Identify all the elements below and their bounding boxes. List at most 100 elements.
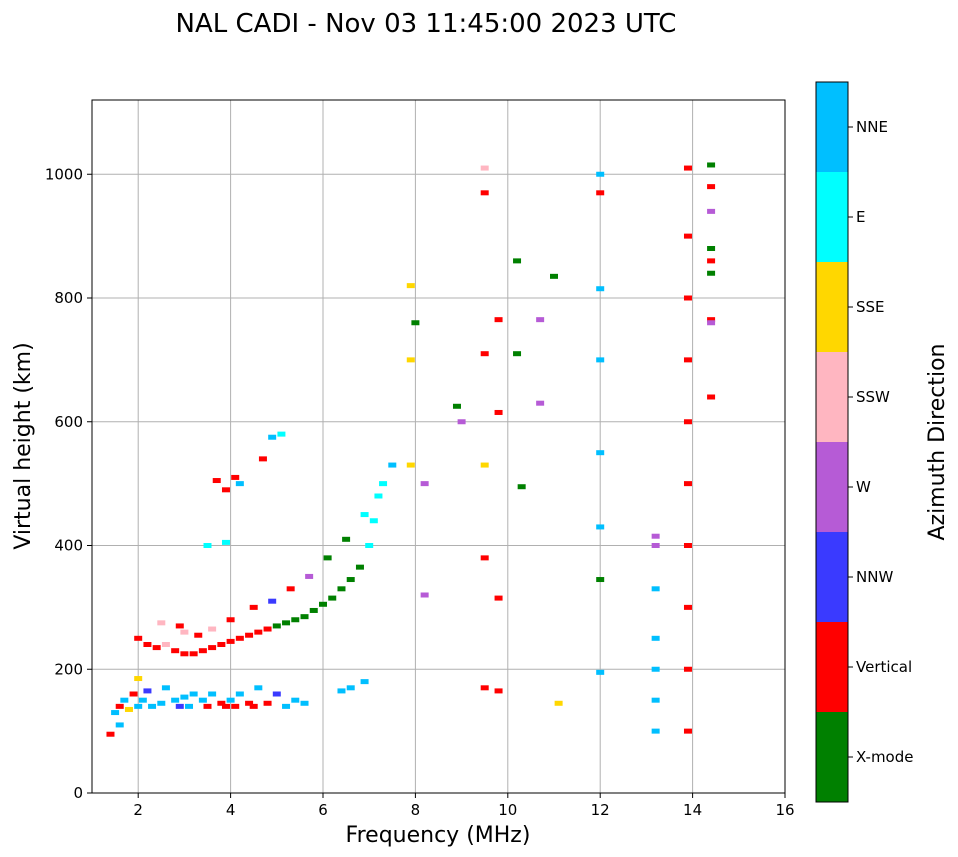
data-point (148, 703, 157, 709)
data-point (226, 638, 235, 644)
x-axis-ticks: 2 4 6 8 10 12 14 16 (133, 793, 795, 819)
data-point (175, 623, 184, 629)
data-point (388, 462, 397, 468)
y-tick-label: 400 (54, 537, 83, 555)
data-point (596, 286, 605, 292)
data-point (420, 481, 429, 487)
data-point (319, 601, 327, 607)
data-point (203, 703, 212, 709)
data-point (554, 700, 563, 706)
data-point (596, 171, 605, 177)
y-tick-label: 800 (54, 289, 83, 307)
data-point (254, 629, 263, 635)
data-point (707, 317, 716, 323)
data-point (235, 691, 244, 697)
data-point (111, 710, 120, 716)
chart-title: NAL CADI - Nov 03 11:45:00 2023 UTC (176, 9, 677, 39)
data-point (651, 666, 660, 672)
data-point (249, 703, 258, 709)
data-point (360, 679, 369, 685)
data-point (513, 258, 522, 264)
data-point (189, 651, 198, 657)
x-tick-label: 16 (775, 801, 794, 819)
data-point (171, 648, 180, 654)
data-point (282, 703, 291, 709)
data-point (707, 258, 716, 264)
data-point (217, 642, 226, 647)
data-point (134, 703, 143, 709)
data-point (258, 456, 267, 462)
data-point (300, 700, 309, 706)
data-point (480, 165, 489, 171)
data-point (180, 694, 189, 700)
data-point (221, 539, 230, 545)
x-tick-label: 14 (683, 801, 702, 819)
colorbar-swatch (816, 532, 848, 622)
data-point (115, 703, 124, 709)
data-point (480, 462, 489, 468)
colorbar-label: W (856, 478, 871, 496)
data-point (420, 592, 429, 598)
data-point (171, 697, 180, 703)
data-point (651, 728, 660, 734)
data-point (134, 635, 143, 641)
colorbar-swatch (816, 352, 848, 442)
data-point (226, 617, 235, 623)
data-point (651, 543, 660, 548)
data-point (683, 233, 692, 239)
data-point (143, 688, 152, 694)
data-point (221, 703, 230, 709)
plot-frame (91, 99, 786, 794)
x-tick-label: 8 (411, 801, 421, 819)
data-point (337, 688, 346, 694)
data-point (152, 645, 161, 651)
data-point (494, 595, 503, 601)
colorbar-swatch (816, 172, 848, 262)
colorbar-label: SSW (856, 388, 890, 406)
colorbar-swatch (816, 262, 848, 352)
data-point (651, 586, 660, 592)
data-point (683, 666, 692, 672)
y-tick-label: 600 (54, 413, 83, 431)
data-point (106, 731, 115, 737)
data-point (235, 635, 244, 641)
data-point (494, 688, 503, 694)
x-tick-label: 4 (226, 801, 236, 819)
data-point (683, 604, 692, 610)
data-point (161, 685, 170, 691)
data-point (231, 474, 240, 480)
data-point (157, 700, 166, 706)
data-point (277, 431, 286, 437)
x-tick-label: 2 (133, 801, 143, 819)
data-point (707, 184, 716, 190)
colorbar-label: NNW (856, 568, 893, 586)
data-point (226, 697, 235, 703)
data-point (272, 691, 281, 697)
data-point (596, 669, 605, 675)
data-point (651, 635, 660, 641)
data-point (683, 357, 692, 363)
data-point (365, 543, 374, 548)
data-point (245, 700, 254, 706)
data-point (180, 651, 189, 657)
data-point (513, 351, 522, 357)
data-point (189, 691, 198, 697)
data-point (452, 403, 461, 409)
data-point (346, 685, 355, 691)
data-point (683, 481, 692, 487)
x-axis-label: Frequency (MHz) (346, 823, 531, 848)
data-point (596, 357, 605, 363)
data-point (129, 691, 138, 697)
data-point (185, 703, 194, 709)
data-point (355, 564, 364, 570)
data-point (120, 697, 129, 703)
data-point (683, 165, 692, 171)
data-point (379, 481, 388, 487)
data-point (249, 604, 258, 610)
colorbar-frame (815, 81, 849, 803)
data-point (286, 586, 295, 592)
data-point (268, 598, 277, 604)
data-point (208, 691, 217, 697)
y-axis-label: Virtual height (km) (11, 342, 36, 549)
